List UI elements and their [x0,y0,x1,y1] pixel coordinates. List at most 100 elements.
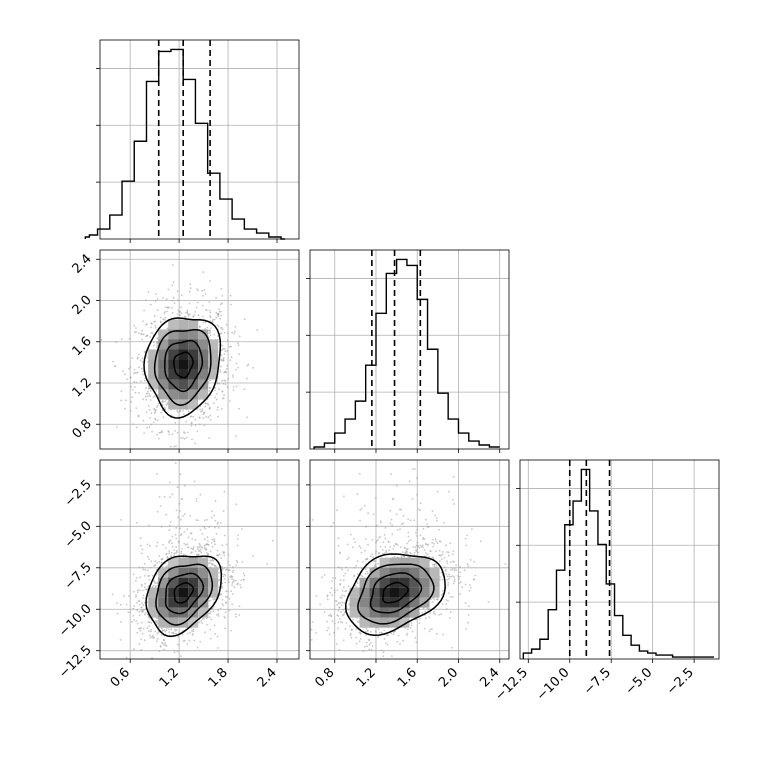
scatter-point [213,540,215,542]
scatter-point [127,611,130,614]
scatter-point [339,620,342,623]
scatter-point [425,555,428,558]
scatter-point [205,543,208,546]
density-cell [168,587,179,598]
contour-line [357,563,435,625]
scatter-point [214,526,216,529]
scatter-point [467,614,470,616]
scatter-point [184,312,187,314]
scatter-point [464,602,467,604]
scatter-point [342,608,345,611]
scatter-point [141,338,143,341]
scatter-point [450,575,453,578]
scatter-point [197,548,199,550]
scatter-point [331,620,334,622]
scatter-point [171,535,174,538]
scatter-point [138,589,141,592]
histogram-line [313,258,500,449]
scatter-point [138,566,141,569]
scatter-point [234,613,237,616]
histogram-line [522,468,715,659]
scatter-point [173,549,176,551]
scatter-point [131,357,134,359]
scatter-point [442,633,444,636]
scatter-point [217,335,219,337]
density-cell [188,329,199,340]
scatter-point [336,643,338,645]
scatter-point [208,616,211,618]
scatter-point [407,556,410,559]
scatter-point [379,535,381,538]
scatter-point [246,416,248,419]
scatter-point [174,659,176,661]
scatter-point [339,579,342,581]
scatter-point [219,369,222,371]
scatter-point [207,544,210,546]
scatter-point [137,414,140,417]
scatter-point [208,406,211,409]
scatter-point [201,533,204,535]
density-cell [359,617,370,628]
density-cell [178,329,189,340]
scatter-point [417,551,420,554]
scatter-point [199,408,201,411]
scatter-point [150,622,153,624]
scatter-point [153,407,156,410]
scatter-point [142,419,145,422]
scatter-point [141,357,144,360]
scatter-point [158,650,161,653]
scatter-point [432,545,435,548]
scatter-point [326,620,328,623]
scatter-point [438,528,440,531]
scatter-point [158,431,161,434]
scatter-point [337,602,340,605]
scatter-point [238,614,241,616]
scatter-point [372,513,375,515]
scatter-point [148,621,151,623]
scatter-point [464,537,467,540]
scatter-point [194,311,197,313]
scatter-point [375,631,377,633]
scatter-point [129,611,132,614]
scatter-point [310,639,313,641]
scatter-point [164,642,167,644]
scatter-point [343,613,345,616]
density-cell [409,567,420,578]
scatter-point [445,608,448,611]
scatter-point [441,553,444,556]
contour-line [382,581,409,604]
scatter-point [144,611,147,614]
scatter-point [419,544,422,547]
scatter-point [429,612,431,614]
x-tick-label: 1.6 [395,665,420,690]
density-cell [208,577,219,588]
scatter-point [449,611,452,614]
scatter-point [413,468,416,470]
density-cell [178,319,189,330]
scatter-point [142,568,145,571]
scatter-point [162,416,165,419]
scatter-point [377,636,380,638]
scatter-point [157,631,160,634]
scatter-point [381,549,384,551]
scatter-point [396,640,399,643]
scatter-point [424,617,427,619]
scatter-point [245,609,247,611]
density-cell [198,557,209,568]
scatter-point [333,589,336,592]
scatter-point [158,471,160,473]
scatter-point [190,424,193,427]
scatter-point [135,331,137,333]
scatter-point [382,651,385,654]
scatter-point [360,551,363,554]
scatter-point [209,550,212,553]
scatter-point [183,315,186,318]
x-tick-label: 2.0 [436,665,461,690]
scatter-point [441,579,444,581]
scatter-point [135,327,137,329]
scatter-point [219,303,222,306]
scatter-point [336,614,339,617]
scatter-point [375,550,377,553]
scatter-point [122,370,124,372]
scatter-point [180,306,182,308]
